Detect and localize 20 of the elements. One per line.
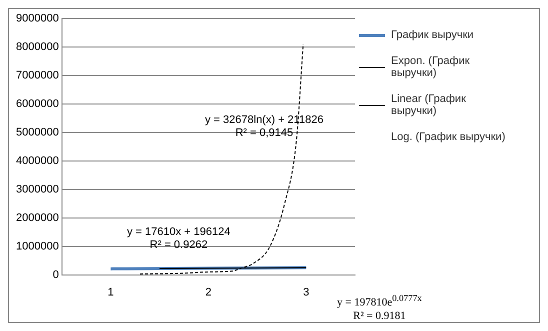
y-tick-label: 3000000 [16,183,59,196]
text: y = 197810e$^{0.0777x}$ R² = 0.9181 [337,292,422,323]
y-tick-label: 4000000 [16,154,59,167]
y-tick-label: 0 [52,268,59,281]
y-tick-label: 2000000 [16,212,59,224]
x-tick-label: 2 [205,286,212,298]
x-tick-label: 1 [108,286,114,298]
y-tick-label: 1000000 [16,240,59,252]
legend-label: Expon. (График выручки) [391,55,471,79]
annotation: y = 32678ln(x) + 211826 R² = 0,9145 [205,114,324,140]
y-tick-label: 7000000 [16,70,59,82]
x-tick-label: 3 [303,286,310,298]
y-tick-label: 5000000 [16,126,59,138]
legend-label: График выручки [391,29,475,41]
y-tick-label: 8000000 [16,41,59,54]
y-tick-label: 6000000 [16,98,59,110]
annotation: y = 17610x + 196124 R² = 0.9262 [127,226,230,252]
y-tick-label: 9000000 [16,12,59,25]
legend-label: Linear (График выручки) [391,93,467,117]
text: Log. (График выручки) [391,131,506,143]
